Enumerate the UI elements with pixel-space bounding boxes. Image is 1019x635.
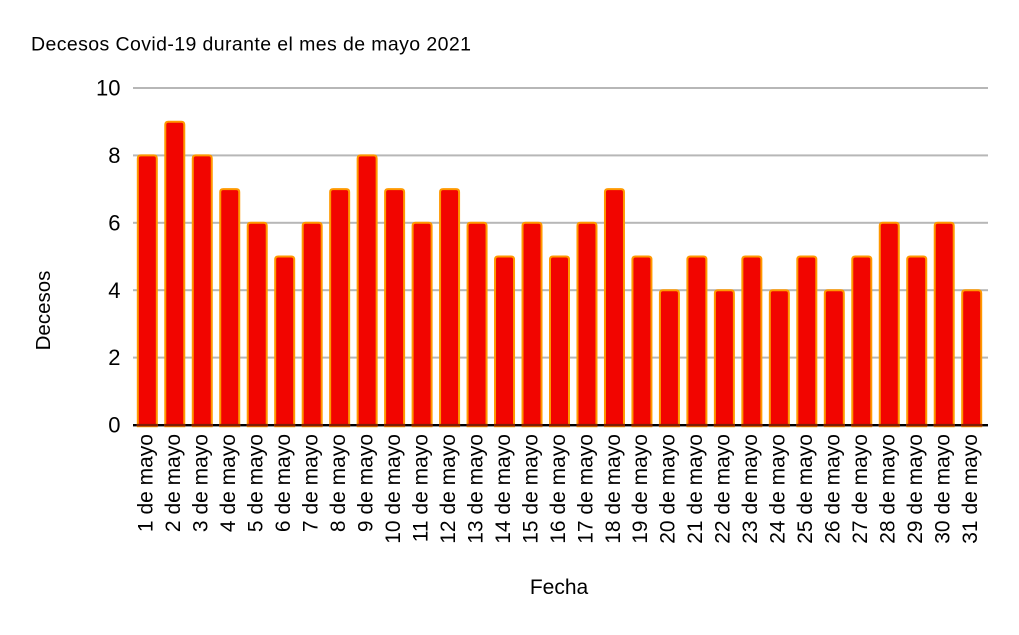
- svg-text:2 de mayo: 2 de mayo: [162, 434, 185, 532]
- svg-text:21 de mayo: 21 de mayo: [684, 434, 707, 544]
- svg-text:26 de mayo: 26 de mayo: [822, 434, 845, 544]
- svg-text:8: 8: [108, 143, 120, 168]
- svg-text:Decesos Covid-19 durante el me: Decesos Covid-19 durante el mes de mayo …: [31, 34, 471, 56]
- svg-text:30 de mayo: 30 de mayo: [932, 434, 955, 544]
- svg-text:28 de mayo: 28 de mayo: [877, 434, 900, 544]
- svg-text:17 de mayo: 17 de mayo: [574, 434, 597, 544]
- svg-text:1 de mayo: 1 de mayo: [135, 434, 158, 532]
- svg-text:4 de mayo: 4 de mayo: [217, 434, 240, 532]
- svg-text:15 de mayo: 15 de mayo: [519, 434, 542, 544]
- svg-text:7 de mayo: 7 de mayo: [299, 434, 322, 532]
- svg-text:27 de mayo: 27 de mayo: [849, 434, 872, 544]
- svg-text:12 de mayo: 12 de mayo: [437, 434, 460, 544]
- svg-text:11 de mayo: 11 de mayo: [409, 434, 432, 542]
- svg-text:20 de mayo: 20 de mayo: [657, 434, 680, 544]
- svg-text:0: 0: [108, 413, 120, 438]
- svg-text:10: 10: [96, 76, 120, 101]
- svg-text:Fecha: Fecha: [530, 576, 589, 599]
- svg-text:Decesos: Decesos: [32, 271, 55, 351]
- svg-text:5 de mayo: 5 de mayo: [245, 434, 268, 532]
- svg-text:13 de mayo: 13 de mayo: [464, 434, 487, 544]
- svg-text:3 de mayo: 3 de mayo: [190, 434, 213, 532]
- svg-text:9 de mayo: 9 de mayo: [354, 434, 377, 532]
- svg-text:25 de mayo: 25 de mayo: [794, 434, 817, 544]
- svg-text:19 de mayo: 19 de mayo: [629, 434, 652, 544]
- svg-text:18 de mayo: 18 de mayo: [602, 434, 625, 544]
- svg-text:4: 4: [108, 278, 120, 303]
- svg-text:24 de mayo: 24 de mayo: [767, 434, 790, 544]
- svg-text:6 de mayo: 6 de mayo: [272, 434, 295, 532]
- svg-text:10 de mayo: 10 de mayo: [382, 434, 405, 544]
- svg-text:22 de mayo: 22 de mayo: [712, 434, 735, 544]
- svg-text:16 de mayo: 16 de mayo: [547, 434, 570, 544]
- svg-text:6: 6: [108, 210, 120, 235]
- svg-text:14 de mayo: 14 de mayo: [492, 434, 515, 544]
- svg-text:2: 2: [108, 345, 120, 370]
- svg-text:8 de mayo: 8 de mayo: [327, 434, 350, 532]
- svg-text:23 de mayo: 23 de mayo: [739, 434, 762, 544]
- svg-text:31 de mayo: 31 de mayo: [959, 434, 982, 544]
- svg-text:29 de mayo: 29 de mayo: [904, 434, 927, 544]
